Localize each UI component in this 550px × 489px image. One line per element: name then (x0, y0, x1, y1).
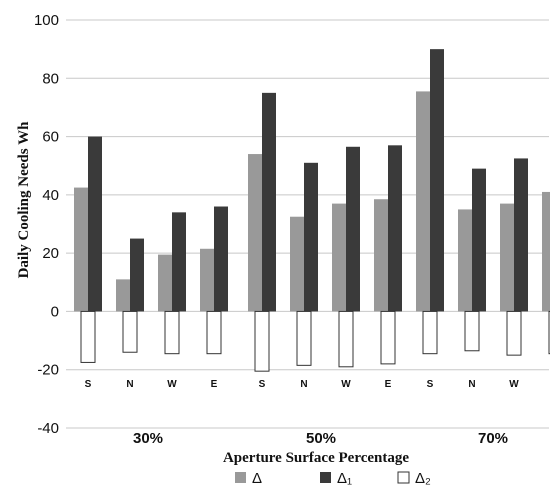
bar-delta1 (130, 238, 144, 312)
x-group-labels: 30% 50% 70% (133, 430, 508, 447)
bar-delta1 (388, 145, 402, 312)
bar-delta1 (88, 136, 102, 312)
bar-delta (500, 203, 514, 312)
legend-label: Δ₁ (337, 470, 352, 487)
legend-label: Δ₂ (415, 470, 431, 487)
bar-delta2 (296, 310, 312, 366)
x-group-label: 50% (306, 430, 336, 447)
x-group-label: 30% (133, 430, 163, 447)
bar-delta2 (80, 310, 96, 363)
y-tick-label: 100 (34, 12, 59, 29)
y-tick-label: -20 (37, 362, 59, 379)
bar-delta (458, 209, 472, 312)
x-category-label: N (126, 379, 133, 390)
x-category-label: E (211, 379, 218, 390)
x-group-label: 70% (478, 430, 508, 447)
y-axis-title: Daily Cooling Needs Wh (16, 121, 32, 278)
bar-delta2 (422, 310, 438, 355)
y-tick-label: 0 (51, 303, 59, 320)
bar-delta2 (380, 310, 396, 365)
bar-delta (374, 199, 388, 312)
bar-delta1 (214, 206, 228, 312)
bar-delta2 (506, 310, 522, 356)
x-category-label: S (259, 379, 266, 390)
bar-delta (542, 191, 550, 312)
y-tick-label: 40 (42, 187, 59, 204)
x-category-label: S (85, 379, 92, 390)
bar-delta (200, 248, 214, 312)
legend-label: Δ (252, 470, 262, 487)
bar-delta (416, 91, 430, 312)
x-category-label: W (509, 379, 519, 390)
bar-delta (290, 216, 304, 312)
x-category-label: N (300, 379, 307, 390)
bar-delta1 (262, 92, 276, 312)
bar-delta1 (472, 168, 486, 312)
legend-swatch (397, 471, 410, 484)
bar-delta1 (172, 212, 186, 312)
x-category-label: N (468, 379, 475, 390)
bar-delta1 (430, 49, 444, 312)
y-tick-label: 80 (42, 70, 59, 87)
bar-delta (158, 254, 172, 312)
y-axis-ticks: 100 80 60 40 20 0 -20 -40 (34, 12, 59, 437)
bar-delta2 (254, 310, 270, 372)
x-category-label: S (427, 379, 434, 390)
bar-delta (74, 187, 88, 312)
x-category-labels: SNWESNWESNWE (85, 379, 520, 390)
x-axis-title: Aperture Surface Percentage (223, 450, 409, 466)
bar-delta1 (346, 146, 360, 312)
legend-swatch (235, 472, 246, 483)
bars (74, 49, 550, 372)
bar-delta2 (206, 310, 222, 355)
y-tick-label: -40 (37, 420, 59, 437)
bar-delta (332, 203, 346, 312)
bar-delta (116, 279, 130, 312)
y-tick-label: 60 (42, 129, 59, 146)
legend-swatch (320, 472, 331, 483)
x-category-label: W (167, 379, 177, 390)
y-tick-label: 20 (42, 245, 59, 262)
bar-delta2 (338, 310, 354, 368)
x-category-label: E (385, 379, 392, 390)
x-category-label: W (341, 379, 351, 390)
legend: Δ Δ₁ Δ₂ (235, 470, 431, 487)
bar-delta1 (514, 158, 528, 312)
bar-delta1 (304, 162, 318, 312)
bar-delta (248, 154, 262, 312)
bar-delta2 (464, 310, 480, 352)
bar-delta2 (122, 310, 138, 353)
bar-delta2 (164, 310, 180, 355)
